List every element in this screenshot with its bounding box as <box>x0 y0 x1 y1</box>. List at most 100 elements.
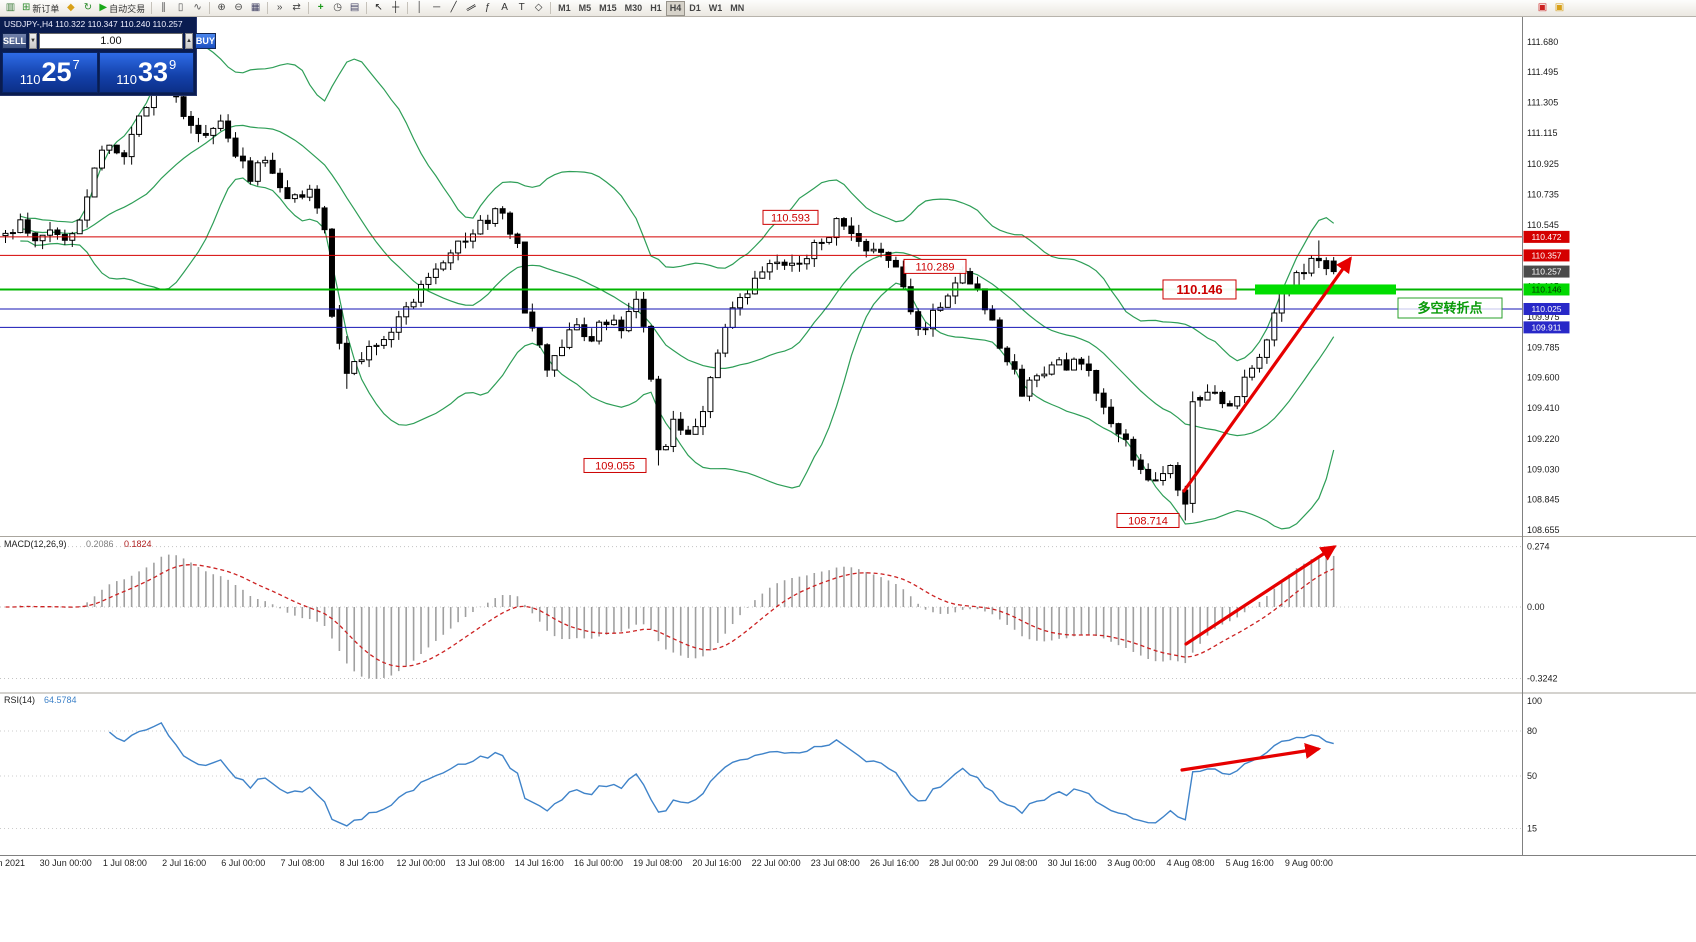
candle-body <box>121 152 128 158</box>
new-order-button[interactable]: ⊞ 新订单 <box>19 1 62 16</box>
price-tag-110.146: 110.146 <box>1523 283 1570 296</box>
cursor-button[interactable]: ↖ <box>370 1 387 16</box>
candle-body <box>722 326 729 354</box>
annotation-box[interactable] <box>903 258 967 274</box>
note-annotation[interactable]: 多空转折点 <box>1397 297 1503 319</box>
sell-button[interactable]: SELL <box>2 33 28 49</box>
price-label-annotation[interactable]: 110.593 <box>762 209 819 225</box>
candle-body <box>625 311 632 332</box>
price-tag-109.911: 109.911 <box>1523 321 1570 334</box>
trend-arrow-macd[interactable] <box>1184 545 1337 646</box>
line-icon: ∿ <box>193 2 202 13</box>
label-button[interactable]: T <box>513 1 530 16</box>
candle-body <box>1100 392 1107 408</box>
horizontal-line-button[interactable]: ─ <box>428 1 445 16</box>
annotation-text: 110.289 <box>916 261 955 273</box>
periods-button[interactable]: ◷ <box>329 1 346 16</box>
candle-body <box>633 298 640 313</box>
candle-body <box>1204 391 1211 401</box>
fibonacci-icon: ƒ <box>484 2 491 13</box>
fibonacci-button[interactable]: ƒ <box>479 1 496 16</box>
candle-body <box>581 324 588 338</box>
rsi-axis-label: 50 <box>1527 771 1537 781</box>
zoom-out-button[interactable]: ⊖ <box>230 1 247 16</box>
volume-increase-button[interactable]: ▲ <box>184 33 193 49</box>
timeframe-m1-button[interactable]: M1 <box>558 3 571 13</box>
timeframe-m5-button[interactable]: M5 <box>578 3 592 13</box>
annotation-box[interactable] <box>1116 512 1180 528</box>
timeframe-m30-button[interactable]: M30 <box>624 3 643 13</box>
indicators-button[interactable]: + <box>312 1 329 16</box>
candlestick-mode-button[interactable]: ▯ <box>172 1 189 16</box>
candle-body <box>588 336 595 342</box>
timeframe-mn-button[interactable]: MN <box>730 3 745 13</box>
timeframe-w1-button[interactable]: W1 <box>708 3 723 13</box>
price-label-annotation[interactable]: 109.055 <box>583 457 647 473</box>
candle-body <box>477 219 484 235</box>
timeframe-d1-button[interactable]: D1 <box>689 3 701 13</box>
chart-shift-button[interactable]: ⇄ <box>288 1 305 16</box>
candle-body <box>766 263 773 273</box>
label-icon: T <box>518 2 525 13</box>
x-axis-label: 6 Jul 00:00 <box>221 858 265 868</box>
candle-body <box>1226 403 1233 407</box>
scroll-end-icon: » <box>276 2 283 13</box>
auto-scroll-button[interactable]: » <box>271 1 288 16</box>
candle-body <box>1301 272 1307 275</box>
news-button[interactable]: ▣ <box>1534 1 1551 16</box>
channel-button[interactable]: ∥ <box>462 1 479 16</box>
zoom-in-button[interactable]: ⊕ <box>213 1 230 16</box>
buy-price-button[interactable]: 110 33 9 <box>98 52 194 93</box>
trend-arrow-main[interactable] <box>1182 256 1352 493</box>
annotation-box[interactable] <box>762 209 819 225</box>
candle-body <box>2 232 9 237</box>
annotation-box[interactable] <box>583 457 647 473</box>
diamond-icon: ◆ <box>67 2 75 13</box>
candle-body <box>277 172 284 189</box>
candle-body <box>314 188 321 209</box>
new-chart-button[interactable]: ▥ <box>2 1 19 16</box>
crosshair-button[interactable]: ┼ <box>387 1 404 16</box>
candle-body <box>944 295 951 308</box>
alerts-button[interactable]: ▣ <box>1551 1 1568 16</box>
price-label-annotation[interactable]: 110.289 <box>903 258 967 274</box>
text-button[interactable]: A <box>496 1 513 16</box>
timeframe-m15-button[interactable]: M15 <box>599 3 617 13</box>
line-chart-mode-button[interactable]: ∿ <box>189 1 206 16</box>
timeframe-h4-button[interactable]: H4 <box>665 0 686 16</box>
sell-price-button[interactable]: 110 25 7 <box>2 52 98 93</box>
shapes-button[interactable]: ◇ <box>530 1 547 16</box>
price-label-annotation[interactable]: 110.146 <box>1162 279 1237 300</box>
candle-body <box>529 311 536 329</box>
volume-input[interactable] <box>38 33 183 49</box>
bar-chart-mode-button[interactable]: ∥ <box>155 1 172 16</box>
timeframe-h1-button[interactable]: H1 <box>650 3 662 13</box>
x-axis-label: 2 Jul 16:00 <box>162 858 206 868</box>
highlight-zone[interactable] <box>1255 284 1396 295</box>
time-axis-labels: Jun 2021 30 Jun 00:00 1 Jul 08:00 2 Jul 16:… <box>0 858 1333 868</box>
x-axis-label: 22 Jul 00:00 <box>752 858 801 868</box>
candle-body <box>729 307 736 328</box>
rsi-title: RSI(14) 64.5784 <box>4 695 77 705</box>
templates-button[interactable]: ▤ <box>346 1 363 16</box>
vertical-line-button[interactable]: │ <box>411 1 428 16</box>
note-box[interactable] <box>1397 297 1503 319</box>
candle-body <box>1256 356 1263 369</box>
wizard-button[interactable]: ◆ <box>62 1 79 16</box>
trend-arrow-rsi[interactable] <box>1180 743 1322 772</box>
x-axis-label: 8 Jul 16:00 <box>340 858 384 868</box>
annotation-box[interactable] <box>1162 279 1237 300</box>
buy-button[interactable]: BUY <box>194 33 216 49</box>
price-label-annotation[interactable]: 108.714 <box>1116 512 1180 528</box>
alert-icon: ▣ <box>1554 2 1565 13</box>
refresh-button[interactable]: ↻ <box>79 1 96 16</box>
x-axis-label: 14 Jul 16:00 <box>515 858 564 868</box>
candle-body <box>967 271 974 285</box>
candle-body <box>855 233 862 242</box>
candle-body <box>462 240 469 243</box>
sell-price-pips: 25 <box>41 57 72 87</box>
tile-windows-button[interactable]: ▦ <box>247 1 264 16</box>
trendline-button[interactable]: ╱ <box>445 1 462 16</box>
volume-decrease-button[interactable]: ▼ <box>29 33 37 49</box>
autotrading-button[interactable]: ▶ 自动交易 <box>96 1 148 16</box>
